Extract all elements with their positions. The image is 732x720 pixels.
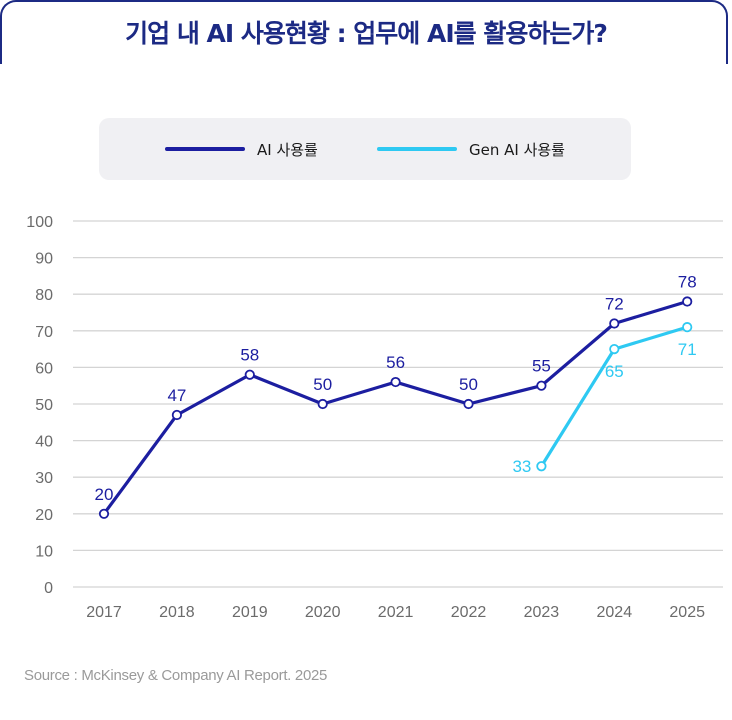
y-tick-label: 40 xyxy=(35,434,53,451)
ai-data-label: 78 xyxy=(678,273,697,292)
x-tick-label: 2018 xyxy=(159,604,195,621)
ai-data-label: 20 xyxy=(95,485,114,504)
ai-series-line xyxy=(102,299,689,516)
ai-data-label: 58 xyxy=(240,346,259,365)
y-tick-label: 20 xyxy=(35,507,53,524)
ai-data-label: 50 xyxy=(459,375,478,394)
ai-data-point xyxy=(244,369,255,380)
x-tick-label: 2024 xyxy=(597,604,633,621)
ai-data-point xyxy=(98,508,110,519)
chart-title: 기업 내 AI 사용현황 : 업무에 AI를 활용하는가? xyxy=(125,19,608,48)
gen-ai-data-label: 71 xyxy=(678,340,697,359)
y-tick-label: 70 xyxy=(35,324,53,341)
ai-data-label: 47 xyxy=(167,386,186,405)
x-tick-label: 2025 xyxy=(669,604,705,621)
y-tick-label: 60 xyxy=(35,360,53,377)
ai-data-point xyxy=(390,376,401,388)
ai-data-label: 55 xyxy=(532,357,551,376)
legend-item-gen-ai: Gen AI 사용률 xyxy=(377,140,565,159)
ai-data-point xyxy=(682,296,693,307)
y-tick-label: 90 xyxy=(35,251,53,268)
legend-label-gen-ai: Gen AI 사용률 xyxy=(469,140,565,159)
legend-label-ai: AI 사용률 xyxy=(257,140,318,159)
ai-data-label: 56 xyxy=(386,353,405,372)
x-tick-label: 2022 xyxy=(451,604,487,621)
gen-ai-data-point xyxy=(609,344,620,355)
x-tick-label: 2023 xyxy=(524,604,560,621)
ai-data-label: 72 xyxy=(605,294,624,313)
legend-item-ai: AI 사용률 xyxy=(165,140,318,159)
y-tick-label: 80 xyxy=(35,287,53,304)
chart-legend: AI 사용률 Gen AI 사용률 xyxy=(99,118,631,180)
x-tick-label: 2020 xyxy=(305,604,341,621)
ai-data-point xyxy=(463,398,474,410)
y-tick-label: 30 xyxy=(35,470,53,487)
legend-swatch-gen-ai xyxy=(377,147,457,151)
x-tick-label: 2021 xyxy=(378,604,414,621)
gen-ai-data-point xyxy=(536,461,547,472)
title-frame xyxy=(0,0,728,64)
ai-data-label: 50 xyxy=(313,375,332,394)
gen-ai-data-point xyxy=(682,322,693,333)
y-tick-label: 50 xyxy=(35,397,53,414)
y-tick-label: 0 xyxy=(44,580,53,597)
y-tick-label: 100 xyxy=(26,214,53,231)
source-note: Source : McKinsey & Company AI Report. 2… xyxy=(24,667,328,684)
ai-data-point xyxy=(171,409,182,421)
x-tick-label: 2017 xyxy=(86,604,122,621)
y-tick-label: 10 xyxy=(35,543,53,560)
legend-swatch-ai xyxy=(165,147,245,151)
ai-data-point xyxy=(317,398,328,410)
x-tick-label: 2019 xyxy=(232,604,268,621)
gen-ai-data-label: 65 xyxy=(605,362,624,381)
ai-data-point xyxy=(536,380,547,391)
gen-ai-data-label: 33 xyxy=(512,457,531,476)
ai-data-point xyxy=(609,318,620,329)
